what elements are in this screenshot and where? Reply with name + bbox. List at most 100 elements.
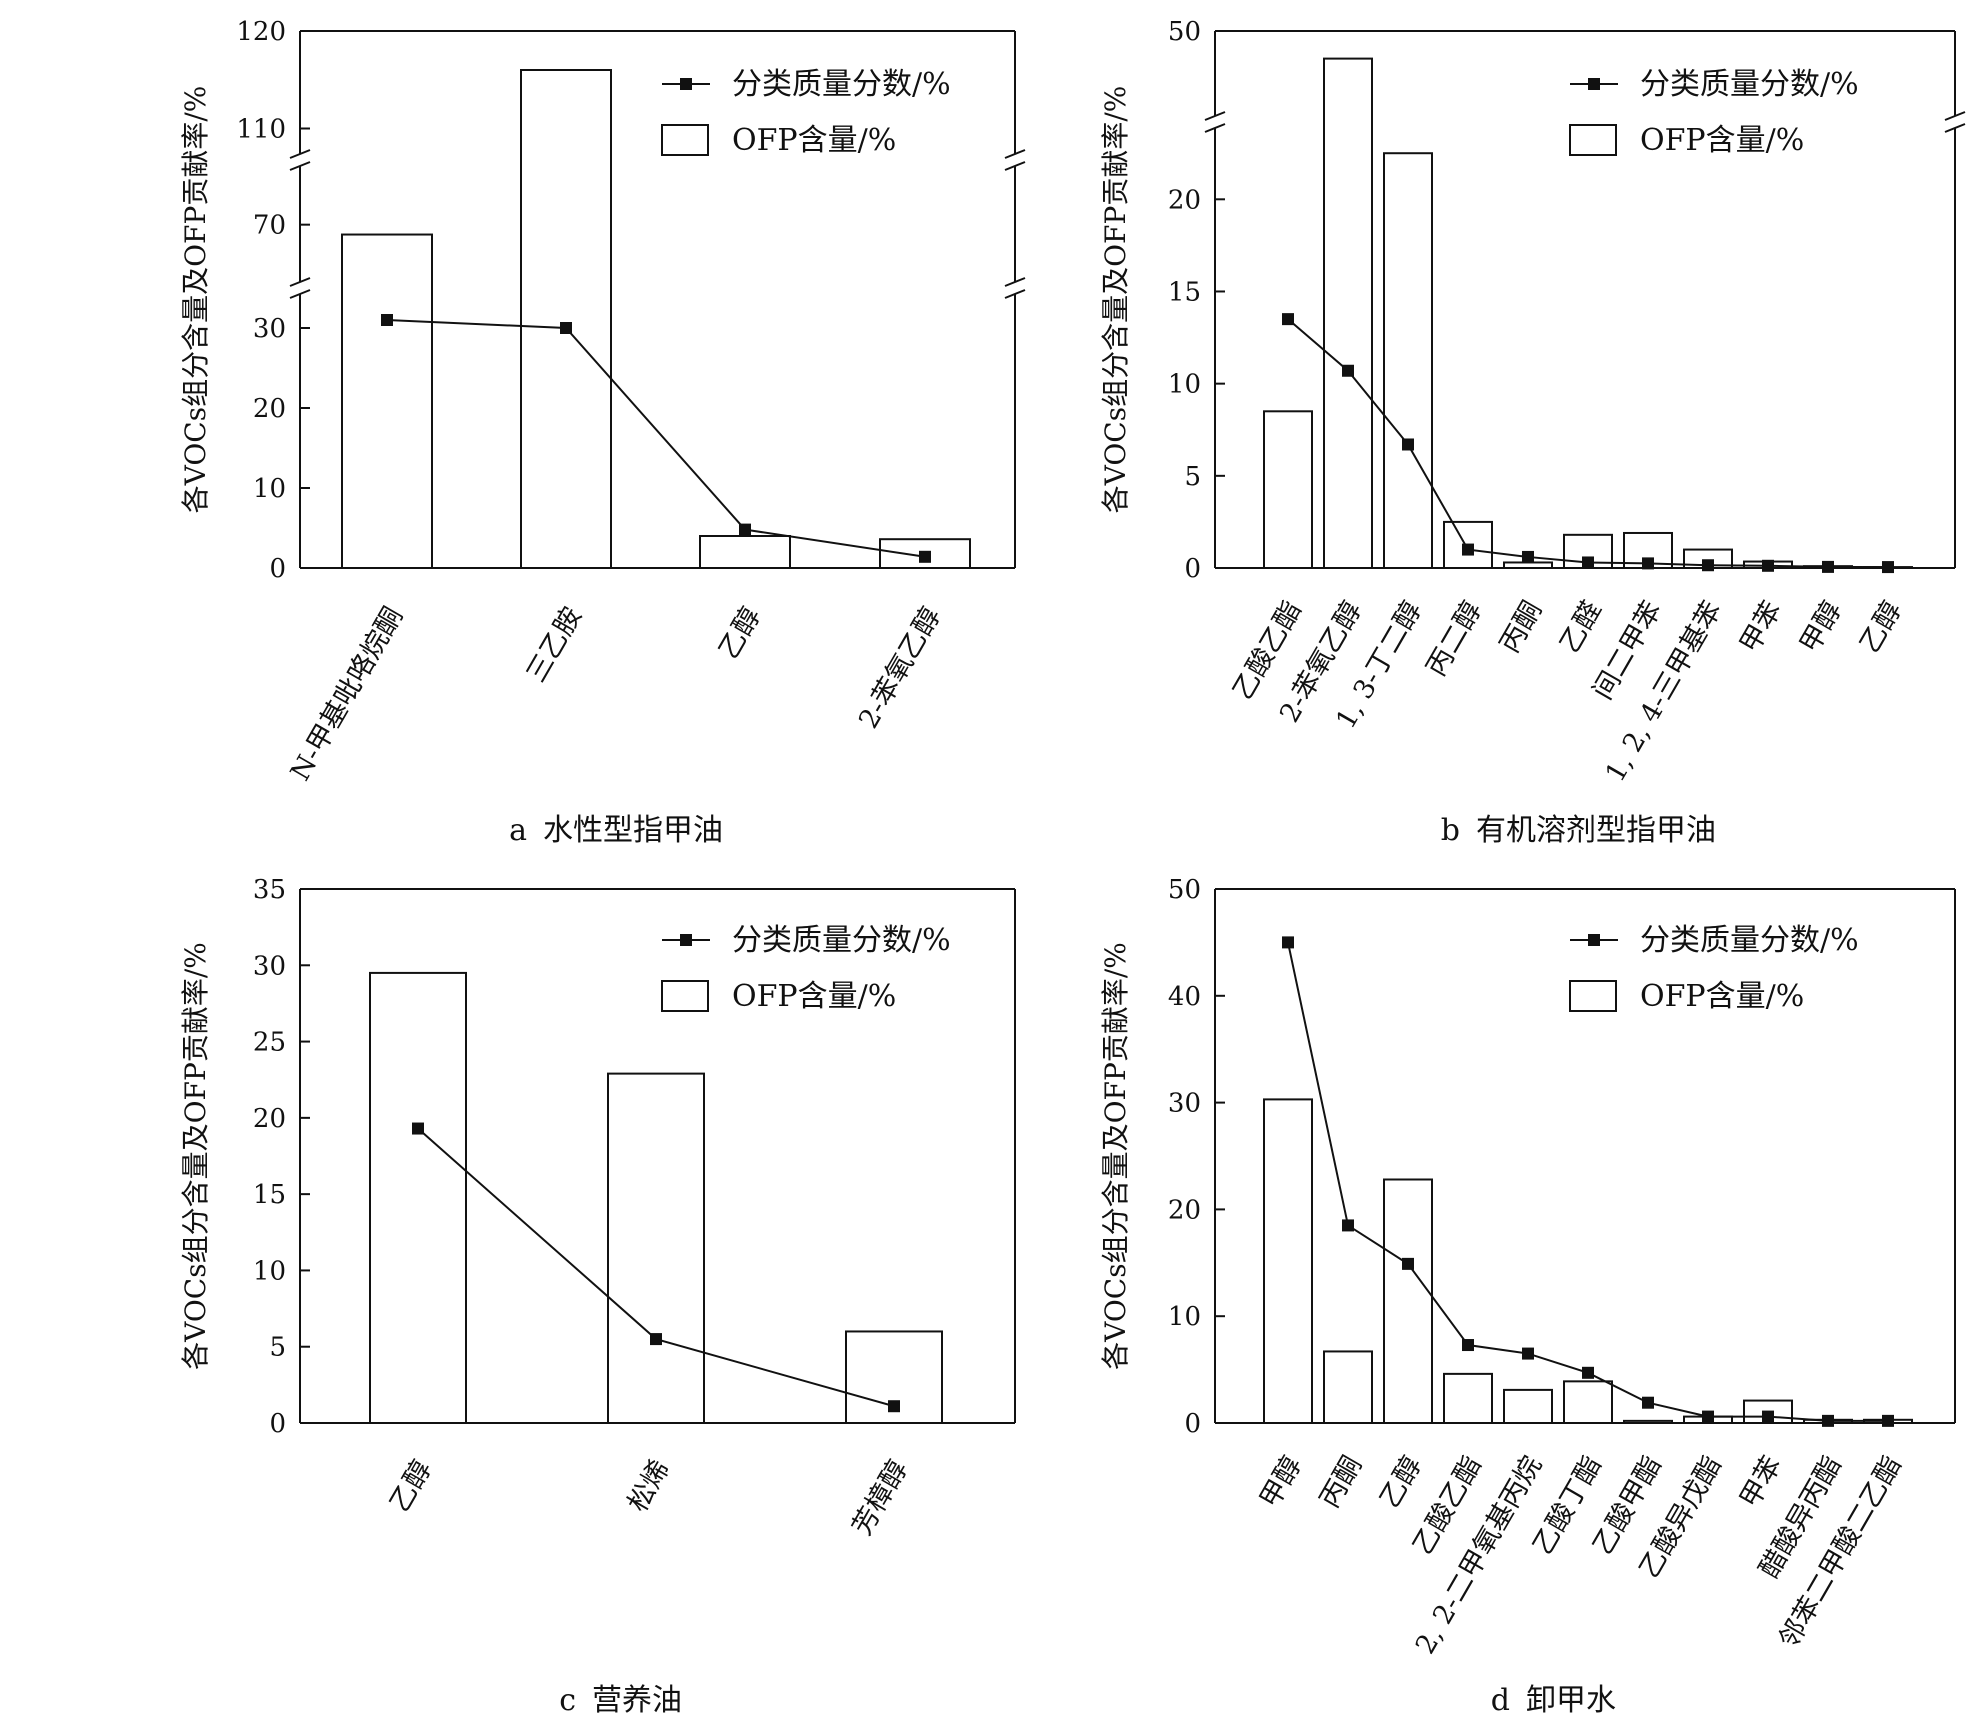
bar-2 — [607, 1072, 705, 1425]
y-tick-label: 10 — [1168, 370, 1201, 400]
panel-a-water-based-nail-polish: 0 10 20 30 70 110 120 N-甲基吡咯烷酮 三乙胺 乙醇 2-苯氧乙醇 各VOCs组… — [179, 17, 1026, 848]
category-label: 丙酮 — [1314, 1451, 1368, 1513]
y-tick-label: 0 — [269, 1409, 286, 1439]
category-label: 丙二醇 — [1421, 596, 1488, 682]
y-tick-label: 40 — [1168, 982, 1201, 1012]
bar-1 — [341, 233, 433, 570]
y-tick-label: 120 — [236, 17, 286, 47]
line-point-4 — [1462, 1339, 1474, 1352]
bar-1 — [1263, 1098, 1313, 1424]
category-label: 2-苯氧乙醇 — [853, 602, 947, 734]
legend-marker-swatch — [1588, 934, 1600, 946]
line-point-1 — [1282, 936, 1294, 949]
line-point-4 — [919, 550, 931, 563]
bar-6 — [1563, 1380, 1613, 1425]
caption-title: 有机溶剂型指甲油 — [1476, 813, 1716, 848]
bar-2 — [520, 69, 612, 569]
axis-break-mark — [1004, 149, 1026, 159]
legend-bar-label: OFP含量/% — [732, 123, 896, 158]
category-label: 丙酮 — [1494, 596, 1548, 658]
line-point-2 — [560, 322, 572, 334]
category-label: 松烯 — [622, 1455, 676, 1517]
legend-bar-label: OFP含量/% — [1640, 979, 1804, 1014]
y-tick-label: 20 — [1168, 1195, 1201, 1225]
category-label: 甲醇 — [1794, 596, 1848, 658]
y-tick-label: 20 — [253, 394, 286, 424]
line-point-11 — [1882, 1414, 1894, 1427]
line-point-3 — [739, 523, 751, 536]
y-tick-label: 50 — [1168, 875, 1201, 905]
y-tick-label: 35 — [253, 875, 286, 905]
panel-c-nutrient-oil: 0 5 10 15 20 25 30 35 乙醇 松烯 芳樟醇 各VOCs组分含量及OFP贡献率/% 分… — [179, 875, 1016, 1718]
legend-line-label: 分类质量分数/% — [1640, 923, 1859, 958]
line-point-9 — [1762, 1410, 1774, 1423]
bar-1 — [1263, 410, 1313, 569]
line-point-11 — [1882, 561, 1894, 574]
series-line — [1287, 318, 1889, 569]
caption-letter: b — [1441, 813, 1460, 848]
line-point-4 — [1462, 543, 1474, 556]
y-tick-label: 0 — [1184, 1409, 1201, 1439]
axis-break-mark — [1004, 161, 1026, 171]
legend-line-label: 分类质量分数/% — [732, 923, 951, 958]
category-label: 乙醇 — [1854, 596, 1908, 658]
line-point-7 — [1642, 1396, 1654, 1409]
caption-title: 卸甲水 — [1526, 1683, 1616, 1718]
legend-bar-label: OFP含量/% — [1640, 123, 1804, 158]
line-point-2 — [650, 1333, 662, 1346]
axis-break-mark — [1004, 277, 1026, 287]
y-axis-label: 各VOCs组分含量及OFP贡献率/% — [1099, 86, 1132, 514]
line-point-1 — [1282, 313, 1294, 326]
line-point-2 — [1342, 364, 1354, 377]
category-label: 乙醇 — [1374, 1451, 1428, 1513]
legend-bar-swatch — [1569, 980, 1617, 1012]
line-point-10 — [1822, 1414, 1834, 1427]
y-tick-label: 20 — [253, 1104, 286, 1134]
legend-bar-swatch — [661, 124, 709, 156]
legend-marker-swatch — [1588, 78, 1600, 90]
y-tick-label: 10 — [253, 1256, 286, 1286]
y-tick-label: 15 — [253, 1180, 286, 1210]
line-point-5 — [1522, 1347, 1534, 1360]
y-tick-label: 10 — [1168, 1302, 1201, 1332]
line-point-1 — [412, 1122, 424, 1135]
bar-3 — [699, 535, 791, 569]
series-line — [1287, 942, 1888, 1422]
y-tick-label: 20 — [1168, 185, 1201, 215]
y-tick-label: 70 — [253, 211, 286, 241]
y-axis-label: 各VOCs组分含量及OFP贡献率/% — [179, 942, 212, 1370]
y-tick-label: 0 — [1184, 554, 1201, 584]
axis-break-mark — [289, 161, 311, 171]
category-label: 乙醇 — [384, 1455, 438, 1517]
legend-bar-swatch — [661, 980, 709, 1012]
bar-2 — [1323, 57, 1373, 569]
y-tick-label: 5 — [269, 1333, 286, 1363]
y-tick-label: 30 — [1168, 1089, 1201, 1119]
y-axis-label: 各VOCs组分含量及OFP贡献率/% — [179, 86, 212, 514]
legend-marker-swatch — [680, 934, 692, 946]
line-point-6 — [1582, 1366, 1594, 1379]
legend-line-label: 分类质量分数/% — [732, 67, 951, 102]
axis-break-mark — [1004, 289, 1026, 299]
y-tick-label: 30 — [253, 314, 286, 344]
axis-break-mark — [1204, 111, 1226, 121]
bar-3 — [1383, 152, 1433, 570]
axis-break-mark — [1204, 123, 1226, 133]
y-tick-label: 50 — [1168, 17, 1201, 47]
y-tick-label: 5 — [1184, 462, 1201, 492]
category-label: 乙醇 — [713, 602, 767, 664]
axis-break-mark — [289, 277, 311, 287]
y-tick-label: 15 — [1168, 277, 1201, 307]
line-point-10 — [1822, 560, 1834, 573]
line-point-3 — [1402, 438, 1414, 451]
line-point-9 — [1762, 559, 1774, 572]
y-tick-label: 30 — [253, 951, 286, 981]
category-label: 三乙胺 — [521, 602, 588, 688]
legend-bar-label: OFP含量/% — [732, 979, 896, 1014]
bar-5 — [1503, 1388, 1553, 1424]
axis-break-mark — [1944, 123, 1966, 133]
caption-letter: a — [509, 813, 527, 848]
legend-marker-swatch — [680, 78, 692, 90]
